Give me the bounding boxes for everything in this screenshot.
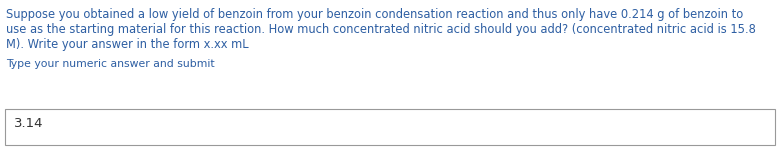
Text: use as the starting material for this reaction. How much concentrated nitric aci: use as the starting material for this re… <box>6 23 756 36</box>
Text: Type your numeric answer and submit: Type your numeric answer and submit <box>6 59 215 69</box>
FancyBboxPatch shape <box>5 109 775 145</box>
Text: 3.14: 3.14 <box>14 117 44 130</box>
Text: M). Write your answer in the form x.xx mL: M). Write your answer in the form x.xx m… <box>6 38 248 51</box>
Text: Suppose you obtained a low yield of benzoin from your benzoin condensation react: Suppose you obtained a low yield of benz… <box>6 8 744 21</box>
